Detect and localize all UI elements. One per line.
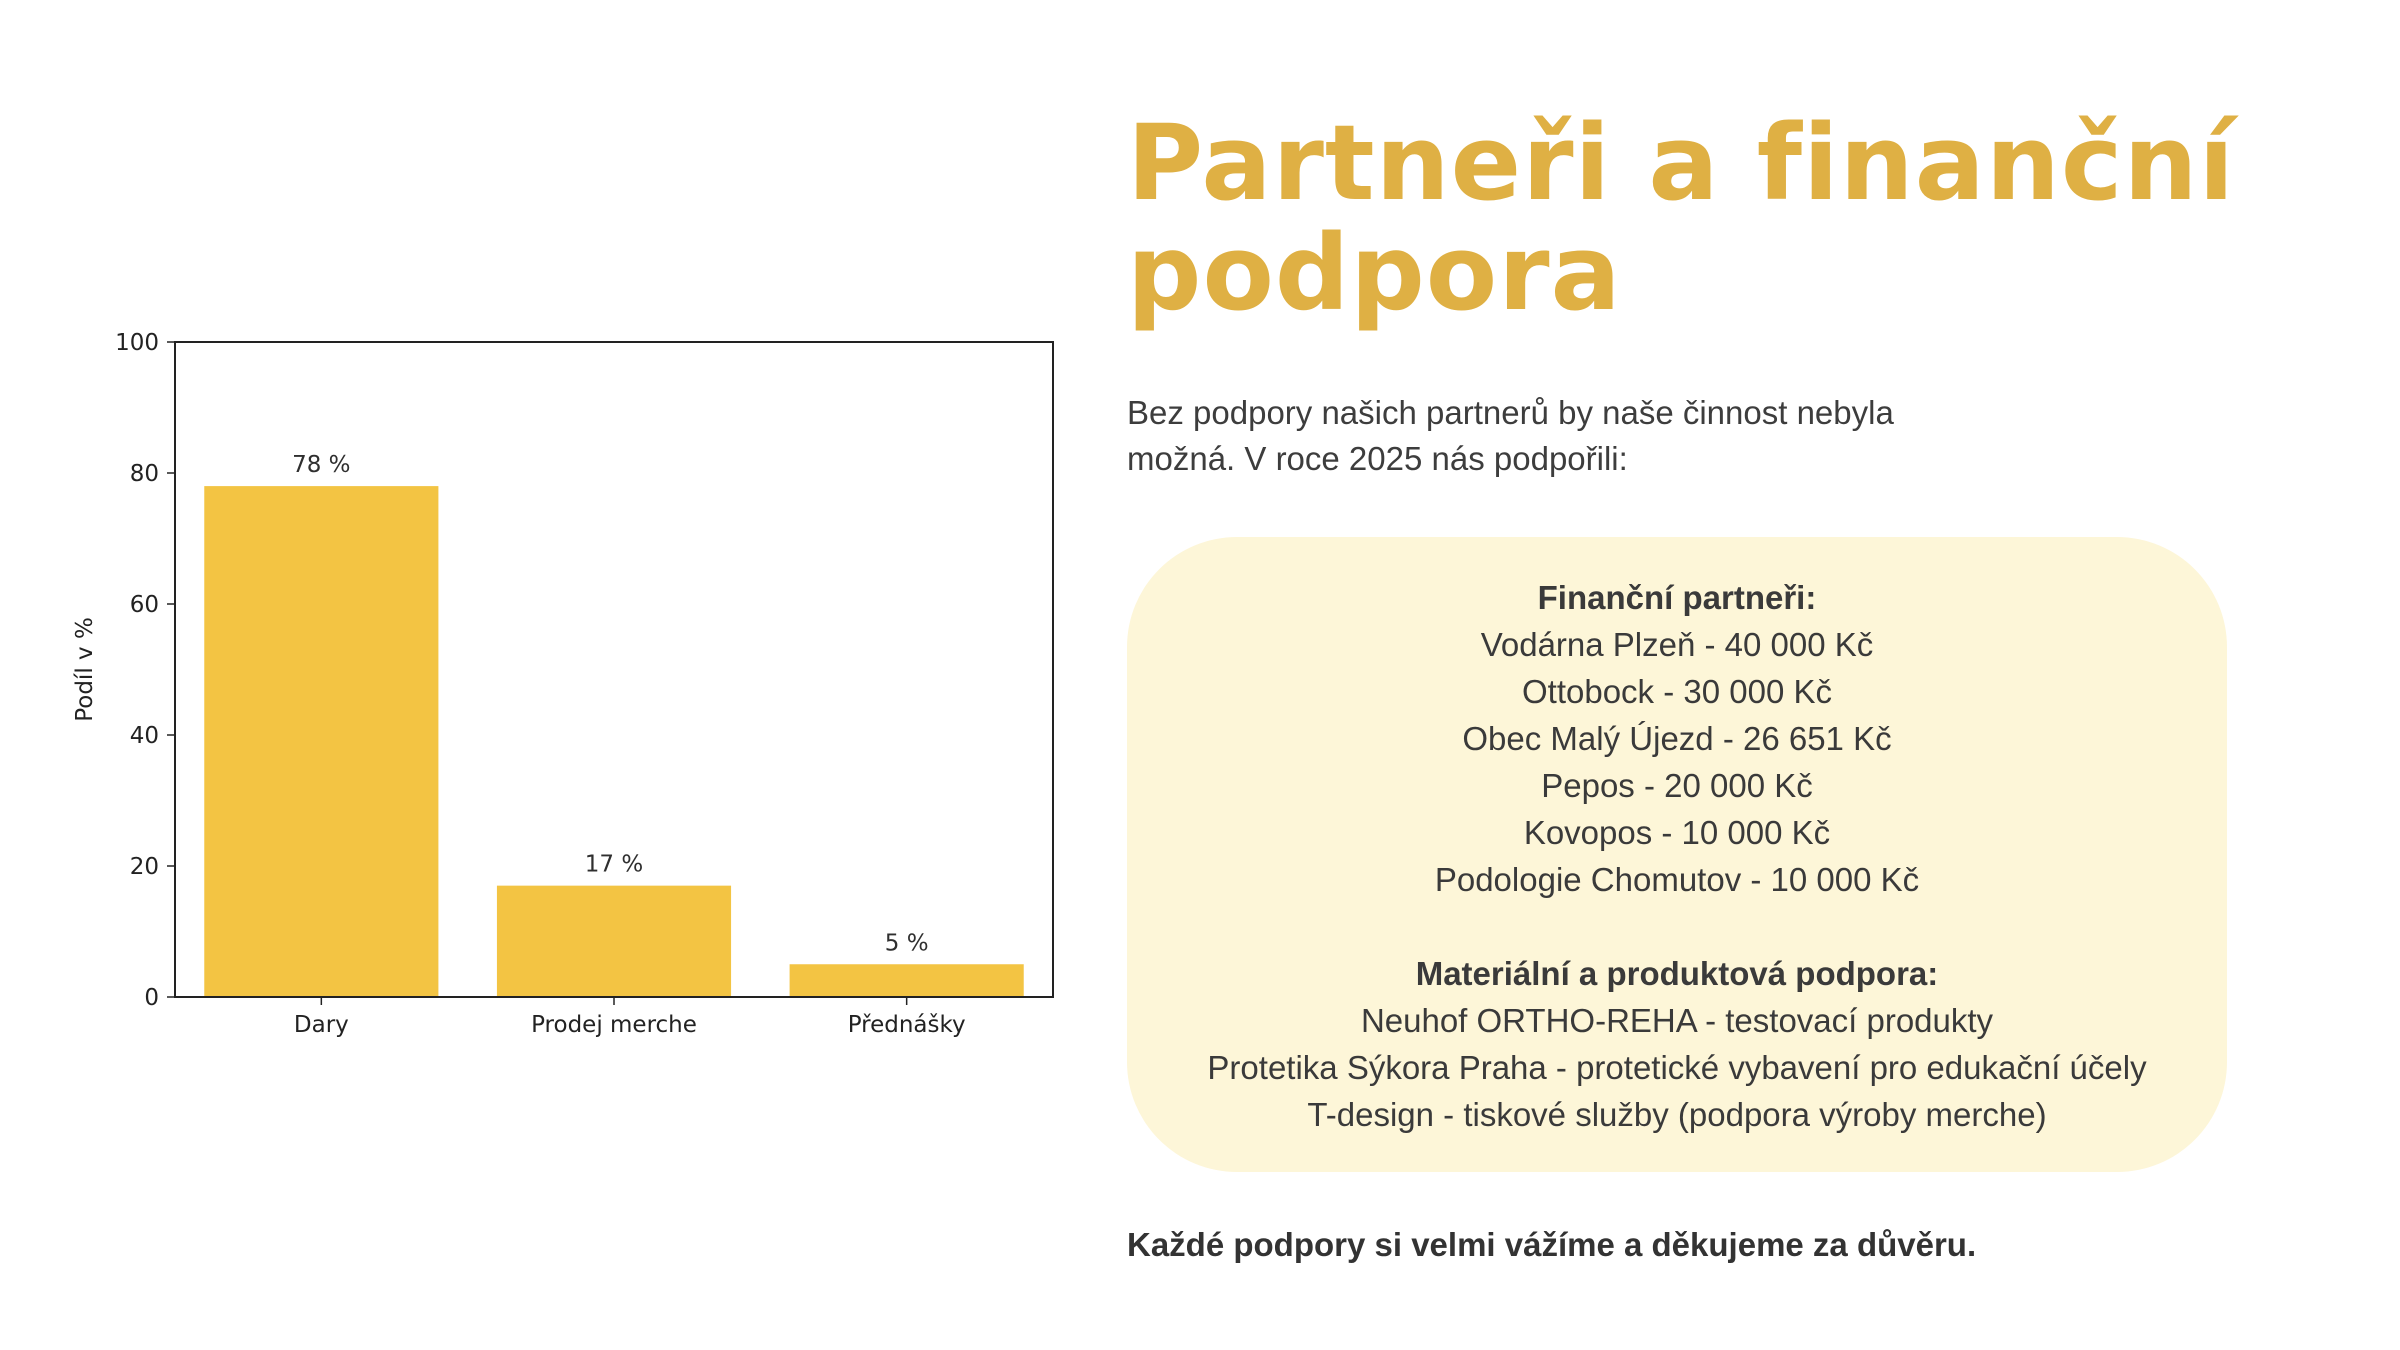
list-item: Vodárna Plzeň - 40 000 Kč [1480, 626, 1874, 663]
bar-value-label: 17 % [585, 852, 643, 878]
spacer [1127, 903, 2227, 950]
y-tick-label: 60 [130, 592, 159, 618]
bar-přednášky [789, 964, 1024, 997]
intro-text: Bez podpory našich partnerů by naše činn… [1127, 394, 1894, 477]
x-tick-label: Přednášky [848, 1012, 966, 1038]
financial-partners-heading: Finanční partneři: [1537, 579, 1817, 616]
list-item: Obec Malý Újezd - 26 651 Kč [1462, 720, 1892, 757]
list-item: T-design - tiskové služby (podpora výrob… [1307, 1096, 2047, 1133]
bar-dary [204, 486, 439, 997]
plot-frame [174, 341, 1054, 998]
y-axis-label: Podíl v % [72, 617, 98, 722]
list-item: Kovopos - 10 000 Kč [1523, 814, 1831, 851]
list-item: Neuhof ORTHO-REHA - testovací produkty [1360, 1002, 1994, 1039]
financial-partners-list: Vodárna Plzeň - 40 000 Kč Ottobock - 30 … [1127, 621, 2227, 903]
list-item: Pepos - 20 000 Kč [1541, 767, 1813, 804]
list-item: Podologie Chomutov - 10 000 Kč [1434, 861, 1920, 898]
y-tick-label: 80 [130, 461, 159, 487]
income-bar-chart: 78 % Dary 17 % Prodej merche 5 % Přednášky 0 20… [72, 330, 1054, 1038]
partners-box: Finanční partneři: Vodárna Plzeň - 40 00… [1127, 537, 2227, 1172]
x-tick-label: Prodej merche [531, 1012, 697, 1038]
bar-value-label: 78 % [292, 452, 350, 478]
material-support-heading: Materiální a produktová podpora: [1415, 955, 1939, 992]
bar-value-label: 5 % [885, 930, 929, 956]
material-support-list: Neuhof ORTHO-REHA - testovací produkty P… [1127, 997, 2227, 1138]
bar-prodej-merche [496, 885, 732, 997]
x-tick-label: Dary [294, 1012, 349, 1038]
list-item: Protetika Sýkora Praha - protetické vyba… [1207, 1049, 2147, 1086]
y-tick-label: 40 [130, 723, 159, 749]
y-tick-label: 0 [144, 985, 159, 1011]
list-item: Ottobock - 30 000 Kč [1521, 673, 1832, 710]
y-tick-label: 20 [130, 854, 159, 880]
page-title: Partneři a finanční podpora [1127, 102, 2236, 334]
thanks-text: Každé podpory si velmi vážíme a děkujeme… [1127, 1226, 1977, 1263]
y-tick-label: 100 [115, 330, 159, 356]
